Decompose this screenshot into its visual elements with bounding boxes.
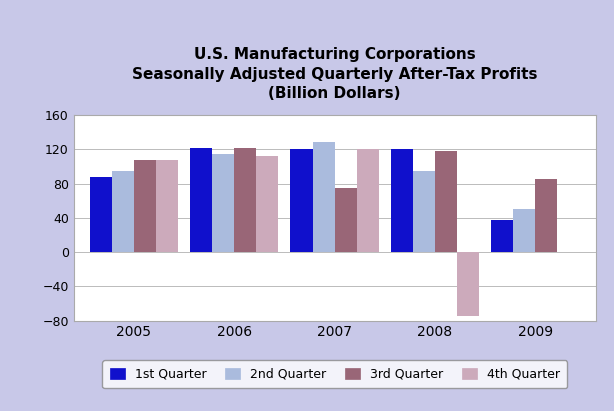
Bar xyxy=(90,177,112,252)
Title: U.S. Manufacturing Corporations
Seasonally Adjusted Quarterly After-Tax Profits
: U.S. Manufacturing Corporations Seasonal… xyxy=(132,47,537,102)
Bar xyxy=(257,156,278,252)
Bar xyxy=(190,148,212,252)
Bar xyxy=(290,149,313,252)
Bar xyxy=(391,149,413,252)
Bar xyxy=(235,148,257,252)
Bar xyxy=(513,209,535,252)
Bar xyxy=(112,171,134,252)
Bar xyxy=(457,252,479,316)
Bar xyxy=(435,151,457,252)
Bar xyxy=(413,171,435,252)
Bar xyxy=(212,154,235,252)
Bar xyxy=(535,179,558,252)
Bar xyxy=(156,159,178,252)
Bar xyxy=(134,160,156,252)
Bar xyxy=(357,149,379,252)
Bar xyxy=(335,188,357,252)
Bar xyxy=(491,220,513,252)
Legend: 1st Quarter, 2nd Quarter, 3rd Quarter, 4th Quarter: 1st Quarter, 2nd Quarter, 3rd Quarter, 4… xyxy=(102,360,567,388)
Bar xyxy=(313,143,335,252)
